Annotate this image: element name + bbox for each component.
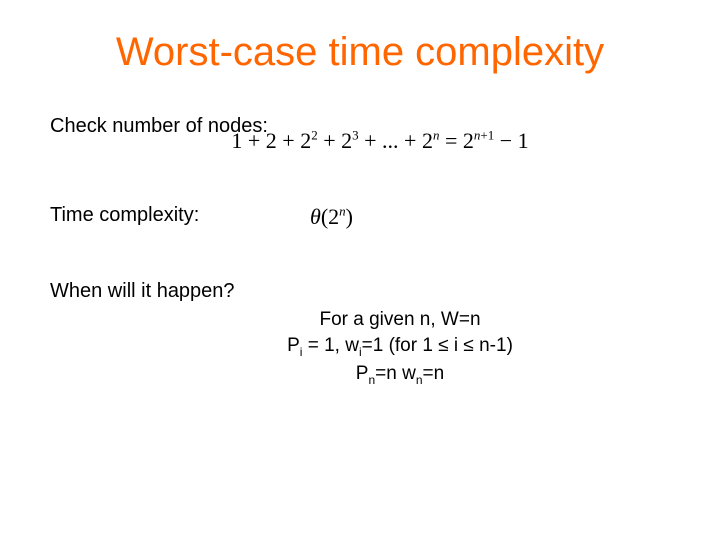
theta-base: 2 — [328, 204, 339, 229]
term-n-base: 2 — [422, 128, 433, 153]
section3-label: When will it happen? — [50, 280, 670, 303]
term-1: 1 — [231, 128, 242, 153]
l2-mid: = 1, w — [302, 335, 359, 356]
paren-close: ) — [346, 204, 353, 229]
condition-line-3: Pn=n wn=n — [130, 361, 670, 389]
term-3-exp: 2 — [311, 128, 318, 143]
term-2: 2 — [266, 128, 277, 153]
l2-tail: =1 (for 1 ≤ i ≤ n-1) — [362, 335, 513, 356]
rhs-exp: n+1 — [474, 128, 494, 143]
slide: Worst-case time complexity Check number … — [0, 0, 720, 540]
equation-text: 1 + 2 + 22 + 23 + ... + 2n = 2n+1 − 1 — [231, 128, 528, 153]
condition-line-2: Pi = 1, wi=1 (for 1 ≤ i ≤ n-1) — [130, 333, 670, 361]
theta-text: θ(2n) — [310, 204, 353, 229]
ellipsis: ... — [382, 128, 399, 153]
slide-title: Worst-case time complexity — [50, 30, 670, 75]
rhs-exp-plus1: +1 — [480, 128, 494, 143]
l2-P: P — [287, 335, 300, 356]
theta-symbol: θ — [310, 204, 321, 229]
l3-tail: =n — [423, 363, 445, 384]
l3-P: P — [356, 363, 369, 384]
term-3-base: 2 — [300, 128, 311, 153]
term-n-exp: n — [433, 128, 440, 143]
l3-mid: =n w — [375, 363, 416, 384]
term-4-base: 2 — [341, 128, 352, 153]
conditions-block: For a given n, W=n Pi = 1, wi=1 (for 1 ≤… — [50, 307, 670, 389]
term-4-exp: 3 — [352, 128, 359, 143]
condition-line-1: For a given n, W=n — [130, 307, 670, 334]
l3-n2: n — [416, 373, 423, 387]
rhs-tail: − 1 — [494, 128, 528, 153]
rhs-base: 2 — [463, 128, 474, 153]
